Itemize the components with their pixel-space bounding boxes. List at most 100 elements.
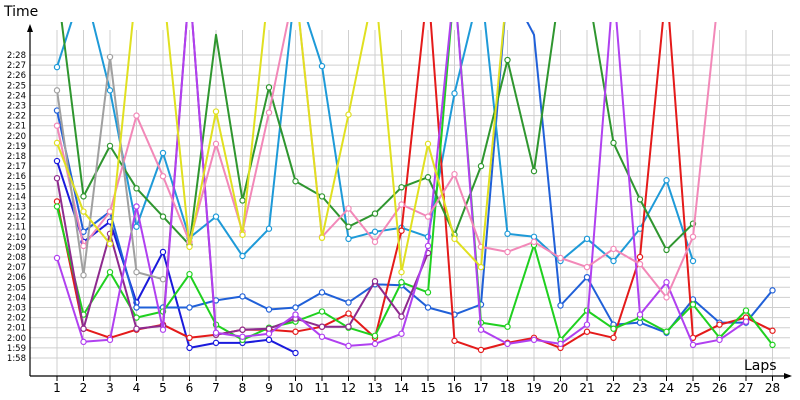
x-tick-label: 12: [341, 381, 356, 395]
data-point: [186, 344, 193, 352]
data-point: [530, 233, 538, 240]
data-point: [53, 157, 61, 165]
x-tick-label: 8: [239, 381, 247, 395]
data-point: [106, 53, 114, 61]
data-point: [689, 233, 697, 240]
data-point: [371, 238, 379, 246]
y-tick-label: 2:22: [7, 112, 26, 122]
data-point: [610, 257, 617, 265]
data-point: [318, 193, 326, 200]
data-point: [477, 346, 485, 354]
data-point: [398, 279, 405, 286]
y-tick-label: 2:05: [7, 283, 26, 293]
data-point: [133, 112, 140, 119]
data-point: [504, 323, 511, 330]
x-tick-label: 4: [133, 381, 141, 395]
data-point: [424, 213, 432, 220]
data-point: [398, 313, 405, 320]
y-tick-label: 1:59: [7, 344, 26, 354]
data-point: [159, 172, 167, 180]
data-point: [318, 234, 326, 242]
data-point: [451, 90, 458, 97]
data-point: [53, 139, 61, 147]
data-point: [398, 227, 405, 234]
data-point: [583, 328, 591, 335]
y-tick-label: 2:01: [7, 324, 26, 334]
y-tick-label: 2:25: [7, 81, 26, 91]
y-axis-title: Time: [3, 4, 38, 20]
data-point: [292, 311, 299, 318]
data-point: [371, 332, 379, 339]
data-point: [663, 177, 670, 184]
data-point: [663, 328, 670, 335]
data-point: [451, 170, 458, 178]
y-tick-label: 2:17: [7, 162, 26, 172]
data-point: [583, 235, 591, 243]
x-tick-label: 24: [659, 381, 674, 395]
data-point: [318, 308, 326, 315]
x-tick-label: 22: [606, 381, 621, 395]
data-point: [212, 329, 220, 336]
data-point: [345, 111, 352, 118]
data-point: [186, 243, 193, 251]
data-point: [265, 336, 273, 344]
y-tick-label: 2:20: [7, 132, 26, 142]
data-point: [80, 208, 87, 215]
data-point: [424, 304, 432, 311]
data-point: [477, 162, 485, 170]
x-tick-label: 5: [159, 381, 167, 395]
data-point: [53, 198, 61, 205]
data-point: [398, 184, 405, 191]
data-point: [583, 274, 591, 281]
data-point: [159, 326, 167, 333]
data-point: [345, 223, 352, 230]
data-point: [504, 248, 511, 256]
data-point: [292, 328, 299, 335]
x-tick-label: 27: [738, 381, 753, 395]
series-group: [53, 22, 776, 357]
data-point: [398, 268, 405, 276]
series-11: [53, 22, 505, 276]
data-point: [106, 268, 114, 276]
data-point: [663, 294, 670, 301]
data-point: [557, 254, 564, 262]
x-tick-label: 11: [314, 381, 329, 395]
axes: [27, 24, 792, 381]
data-point: [106, 336, 114, 344]
data-point: [610, 139, 617, 147]
series-6: [60, 22, 697, 254]
y-tick-label: 2:13: [7, 203, 26, 213]
data-point: [292, 304, 299, 311]
data-point: [53, 254, 61, 262]
x-tick-label: 16: [447, 381, 462, 395]
data-point: [186, 304, 193, 311]
x-tick-label: 9: [265, 381, 273, 395]
y-tick-label: 2:11: [7, 223, 26, 233]
data-point: [557, 340, 564, 348]
data-point: [477, 263, 485, 271]
y-tick-label: 2:00: [7, 334, 26, 344]
data-point: [80, 325, 87, 332]
x-tick-label: 17: [473, 381, 488, 395]
data-point: [636, 260, 644, 268]
data-point: [663, 279, 670, 286]
data-point: [53, 87, 61, 94]
data-point: [663, 246, 670, 254]
data-point: [636, 196, 644, 203]
y-tick-label: 2:23: [7, 102, 26, 112]
series-1: [53, 157, 299, 357]
x-tick-label: 20: [553, 381, 568, 395]
y-tick-label: 2:19: [7, 142, 26, 152]
data-point: [477, 326, 485, 333]
y-tick-label: 2:10: [7, 233, 26, 243]
y-tick-label: 2:14: [7, 192, 26, 202]
data-point: [80, 338, 87, 346]
data-point: [689, 257, 697, 265]
x-tick-label: 21: [579, 381, 594, 395]
data-point: [583, 263, 591, 271]
y-tick-label: 2:24: [7, 91, 26, 101]
data-point: [610, 245, 617, 253]
data-point: [212, 339, 220, 347]
data-point: [371, 210, 379, 217]
data-point: [371, 278, 379, 285]
